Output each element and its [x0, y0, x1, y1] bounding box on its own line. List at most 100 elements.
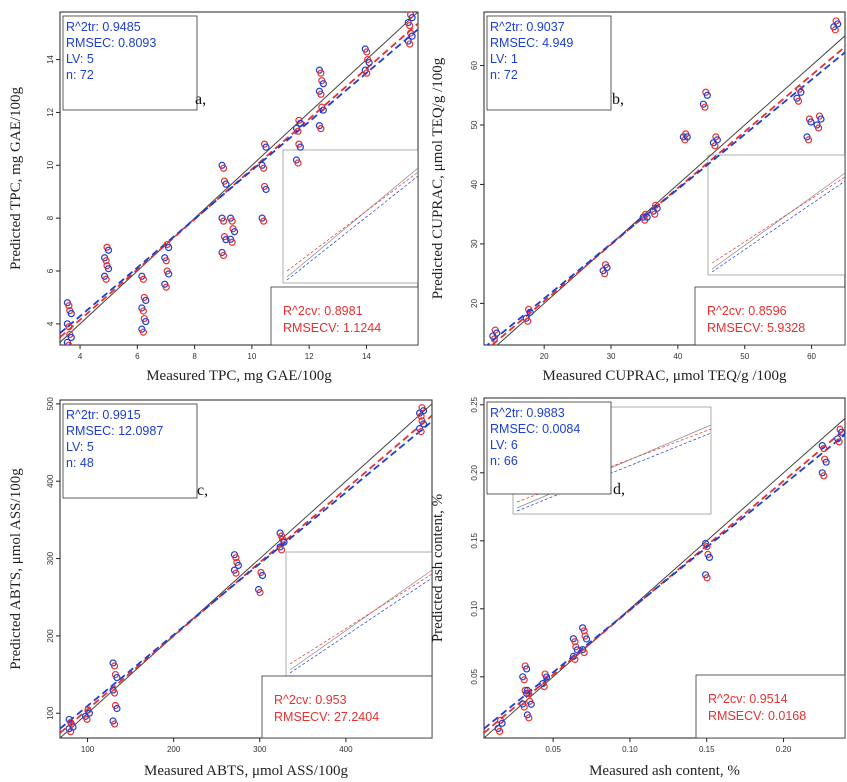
data-point	[256, 588, 264, 597]
data-point	[219, 217, 228, 225]
y-tick-label: 0.20	[470, 464, 479, 480]
data-point	[317, 125, 325, 133]
calibration-lv: LV: 5	[66, 52, 94, 66]
data-point	[573, 646, 581, 654]
data-point	[524, 317, 532, 325]
x-tick-label: 14	[362, 352, 371, 361]
data-point	[523, 665, 531, 673]
data-point	[142, 317, 150, 326]
data-point	[294, 159, 302, 167]
y-axis-label: Predicted TPC, mg GAE/100g	[8, 86, 24, 270]
calibration-lv: LV: 6	[490, 438, 518, 452]
data-point	[319, 106, 327, 114]
data-point	[703, 91, 711, 99]
panel-c: 100 200 300 400 100 200 300 400 500 Measured ABTS…	[8, 397, 433, 779]
validation-stats-box	[261, 675, 433, 739]
data-point	[142, 296, 150, 305]
data-point	[543, 673, 551, 681]
data-point	[582, 635, 591, 643]
x-axis-label: Measured CUPRAC, μmol TEQ/g /100g	[542, 368, 787, 384]
data-point	[113, 673, 121, 682]
data-point	[65, 341, 73, 345]
y-tick-label: 6	[46, 268, 55, 273]
data-point	[363, 48, 371, 56]
validation-rmsecv: RMSECV: 0.0168	[708, 709, 806, 723]
data-point	[797, 88, 805, 96]
calibration-lv: LV: 5	[66, 440, 94, 454]
data-point	[219, 251, 228, 260]
data-point	[110, 689, 119, 697]
data-point	[835, 438, 843, 446]
y-tick-label: 60	[470, 61, 479, 70]
x-tick-label: 50	[740, 352, 749, 361]
data-point	[104, 246, 113, 254]
x-tick-label: 12	[305, 352, 314, 361]
y-axis-label: Predicted ash content, %	[430, 494, 446, 642]
target-line	[484, 418, 845, 738]
calibration-stats-box	[62, 403, 198, 499]
data-point	[230, 228, 239, 236]
panel-label: b,	[612, 91, 624, 108]
data-point	[110, 662, 119, 670]
data-point	[419, 420, 428, 428]
plot-area	[60, 12, 418, 345]
inset-target-line	[286, 167, 418, 278]
y-tick-label: 50	[470, 120, 479, 129]
data-point	[651, 210, 659, 218]
x-tick-label: 0.10	[622, 745, 638, 754]
x-tick-label: 300	[253, 745, 267, 754]
y-tick-label: 20	[470, 298, 479, 307]
data-point	[85, 709, 93, 717]
validation-r2: R^2cv: 0.8596	[707, 304, 787, 318]
calibration-rmsec: RMSEC: 12.0987	[66, 424, 163, 438]
panel-d: 0.05 0.10 0.15 0.20 0.05 0.10 0.15 0.20 0.25 Meas…	[430, 396, 846, 779]
x-tick-label: 0.20	[776, 745, 792, 754]
x-tick-label: 0.15	[699, 745, 715, 754]
y-tick-label: 500	[46, 397, 55, 411]
validation-r2: R^2cv: 0.8981	[283, 304, 363, 318]
data-point	[814, 124, 823, 132]
panel-a: 4 6 8 10 12 14 4 6 8 10 12 14 Measured TPC, mg GAE/1…	[8, 11, 419, 384]
data-point	[278, 546, 286, 554]
calibration-n: n: 66	[490, 454, 518, 468]
validation-fit-line	[60, 22, 418, 339]
data-point	[165, 243, 173, 252]
calibration-rmsec: RMSEC: 4.949	[490, 36, 573, 50]
data-point	[498, 719, 506, 727]
calibration-n: n: 72	[66, 68, 94, 82]
x-tick-label: 30	[607, 352, 616, 361]
data-point	[139, 328, 147, 336]
data-point	[258, 571, 267, 580]
data-point	[417, 428, 425, 436]
y-tick-label: 400	[46, 474, 55, 488]
data-point	[408, 32, 416, 40]
data-point	[834, 20, 842, 28]
data-point	[232, 554, 240, 562]
data-point	[222, 236, 230, 244]
data-point	[580, 648, 588, 657]
x-tick-label: 200	[167, 745, 181, 754]
x-tick-label: 40	[673, 352, 682, 361]
data-point	[294, 127, 302, 135]
y-tick-label: 10	[46, 160, 55, 169]
x-axis-label: Measured TPC, mg GAE/100g	[146, 368, 332, 384]
x-tick-label: 10	[247, 352, 256, 361]
plot-area	[485, 17, 845, 345]
data-point	[65, 323, 73, 331]
data-point	[67, 333, 75, 342]
data-point	[222, 180, 230, 188]
inset-frame	[282, 149, 418, 284]
data-point	[262, 185, 270, 194]
data-point	[406, 21, 414, 30]
data-point	[794, 97, 803, 105]
data-point	[520, 676, 528, 684]
panel-b: 20 30 40 50 60 20 30 40 50 60 Measured CUPRAC, μmo…	[430, 11, 846, 384]
data-point	[113, 704, 121, 713]
validation-rmsecv: RMSECV: 5.9328	[707, 321, 805, 335]
data-point	[490, 335, 498, 343]
calibration-rmsec: RMSEC: 0.8093	[66, 36, 156, 50]
data-point	[219, 164, 228, 172]
data-point	[601, 270, 609, 278]
calibration-r2: R^2tr: 0.9037	[490, 20, 565, 34]
